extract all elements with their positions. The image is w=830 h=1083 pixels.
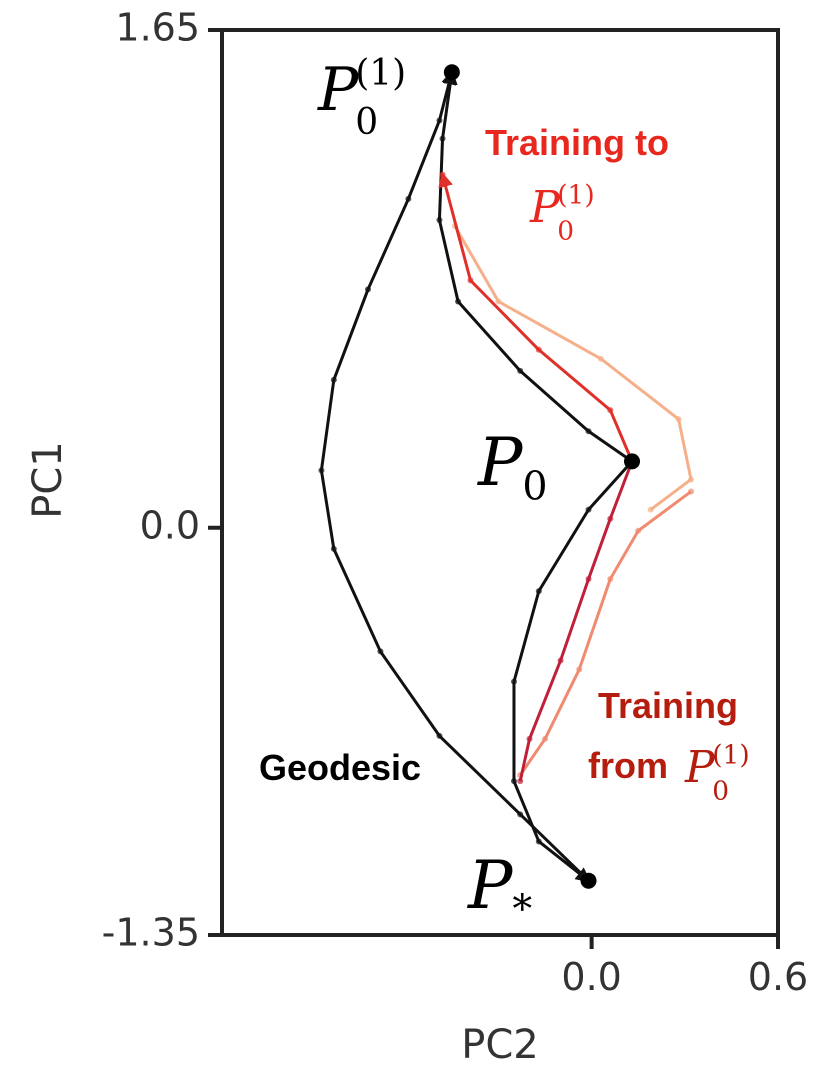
trajectory-dot [607, 407, 614, 414]
trajectory-dot [647, 506, 654, 513]
trajectory-dot [517, 778, 524, 785]
trajectory-dot [557, 657, 564, 664]
trajectory-dot [510, 678, 517, 685]
x-tick-label: 0.0 [561, 955, 621, 999]
math-sub: 0 [712, 776, 729, 807]
y-tick-label: 0.0 [140, 503, 200, 547]
trajectory-dot [318, 467, 325, 474]
math-sup: (1) [712, 740, 749, 771]
trajectory-dot [597, 355, 604, 362]
trajectory-dot [607, 576, 614, 583]
math-sub: 0 [557, 216, 574, 247]
trajectory-dot [330, 376, 337, 383]
trajectory-dot [675, 416, 682, 423]
math-sup: (1) [557, 180, 594, 211]
x-axis-label: PC2 [461, 1022, 539, 1068]
trajectory-dot [467, 277, 474, 284]
key-point [443, 64, 460, 81]
trajectory-dot [585, 506, 592, 513]
trajectory-dot [439, 171, 446, 178]
annotation: Training to [485, 122, 669, 163]
annotation: Training [598, 685, 738, 726]
math-base: P [467, 847, 514, 924]
trajectory-dot [495, 298, 502, 305]
math-sub: * [512, 887, 532, 933]
trajectory-line [518, 490, 692, 776]
plot-frame [220, 28, 780, 937]
annotation: from [588, 745, 668, 786]
trajectory-dot [439, 135, 446, 142]
trajectory-dot [510, 778, 517, 785]
trajectory-dot [688, 488, 695, 495]
math-label: P0 [477, 424, 548, 510]
annotation: Geodesic [259, 747, 421, 788]
key-point [580, 872, 597, 889]
trajectory-dot [576, 666, 583, 673]
key-point [624, 453, 641, 470]
y-tick-label: -1.35 [102, 911, 200, 955]
trajectory-dot [535, 838, 542, 845]
trajectory-dot [436, 217, 443, 224]
trajectory-dot [535, 346, 542, 353]
trajectory-dot [517, 367, 524, 374]
math-label: P(1) 0 [684, 740, 750, 807]
trajectory-dot [607, 515, 614, 522]
math-label: P* [467, 847, 532, 933]
trajectory-line [518, 460, 634, 782]
math-sup: (1) [355, 53, 406, 94]
math-label: P(1) 0 [529, 180, 595, 247]
trajectory-dot [535, 588, 542, 595]
trajectory-line [453, 225, 693, 511]
trajectory-dot [455, 298, 462, 305]
trajectory-dot [526, 735, 533, 742]
trajectory-dot [377, 648, 384, 655]
math-sub: 0 [522, 464, 547, 510]
trajectory-dot [364, 286, 371, 293]
y-axis-label: PC1 [25, 441, 71, 519]
trajectory-dot [542, 735, 549, 742]
x-tick-label: 0.6 [748, 955, 808, 999]
trajectory-dot [517, 811, 524, 818]
trajectory-dot [330, 545, 337, 552]
trajectory-dot [436, 732, 443, 739]
trajectory-dot [436, 117, 443, 124]
trajectory-dot [688, 476, 695, 483]
math-base: P [529, 182, 561, 233]
math-base: P [684, 742, 716, 793]
math-base: P [477, 424, 524, 501]
math-label: P(1) 0 [317, 53, 406, 143]
trajectory-dot [405, 195, 412, 202]
math-base: P [317, 55, 360, 125]
trajectory-dot [585, 428, 592, 435]
math-sub: 0 [355, 102, 378, 143]
trajectory-dot [585, 576, 592, 583]
trajectory-line [512, 460, 634, 883]
trajectory-dot [635, 527, 642, 534]
y-tick-label: 1.65 [115, 6, 200, 50]
